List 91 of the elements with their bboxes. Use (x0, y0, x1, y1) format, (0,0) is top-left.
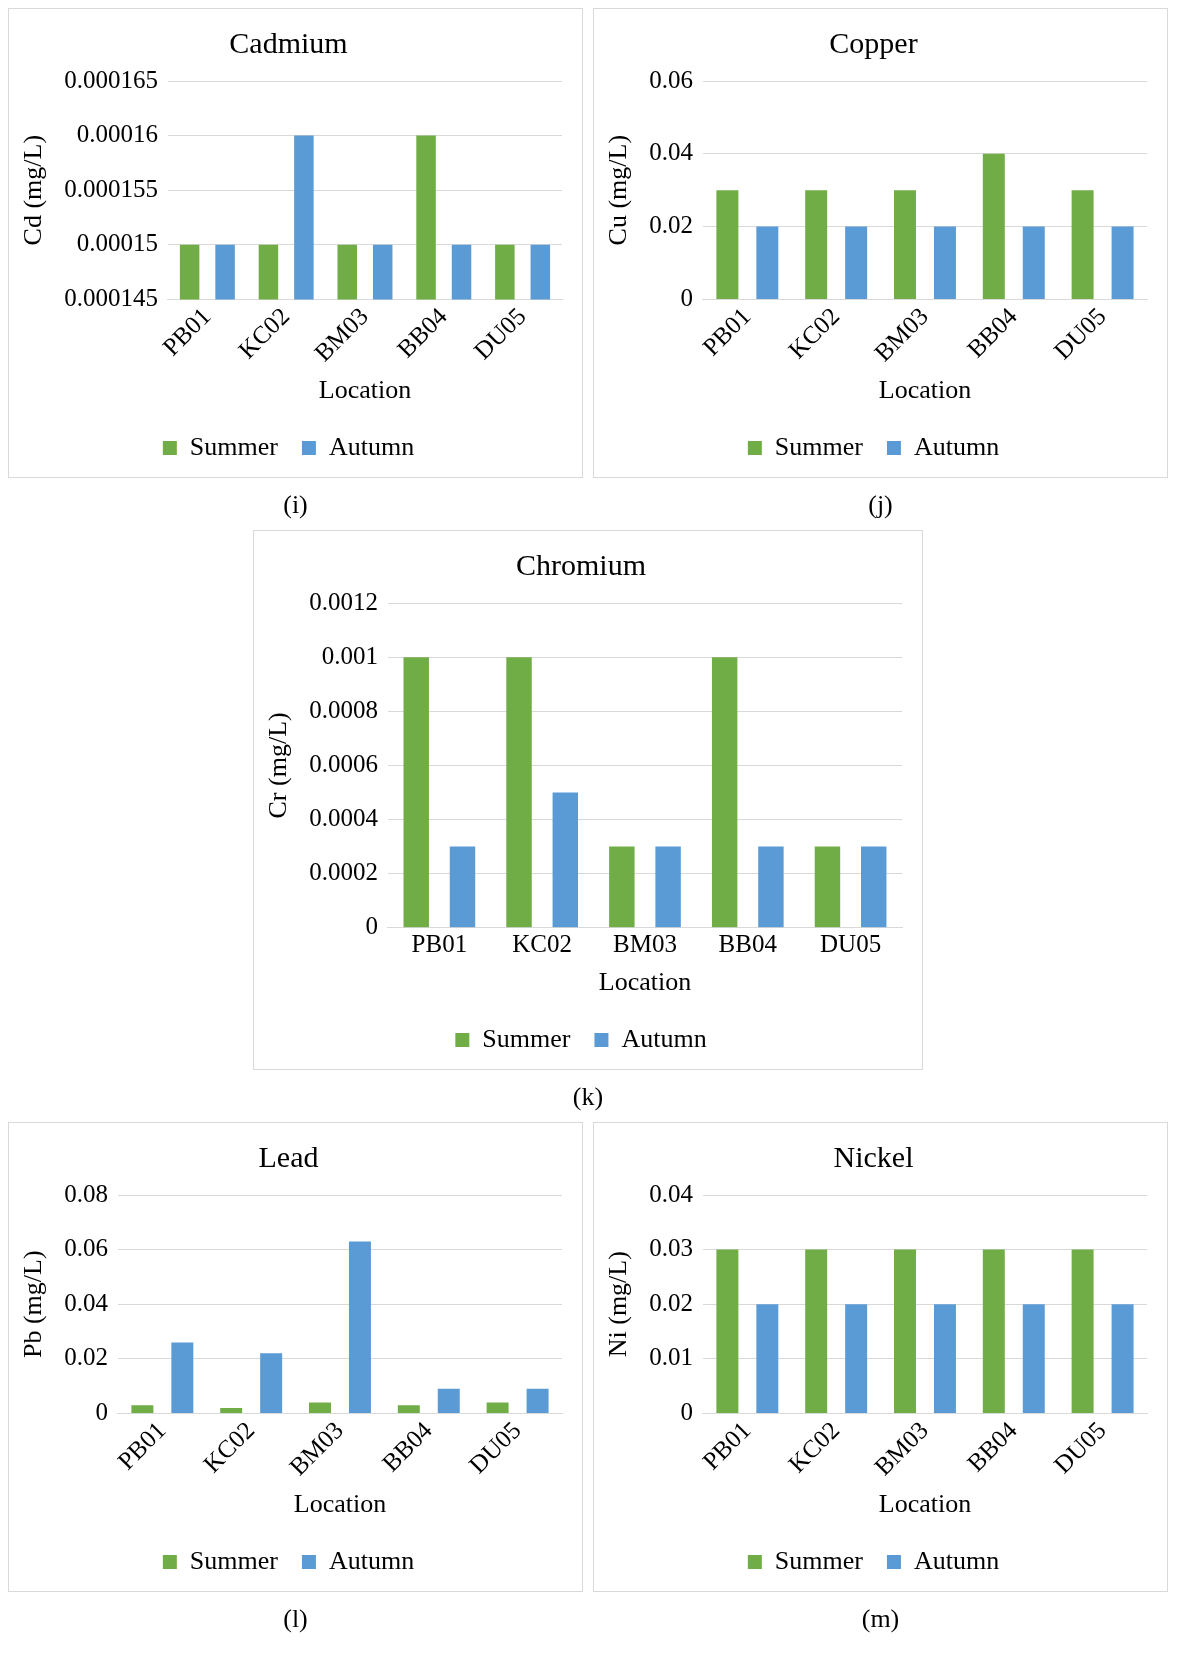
y-tick-label: 0 (680, 283, 693, 311)
bar (1111, 226, 1134, 299)
y-tick-label: 0 (680, 1397, 693, 1425)
bar (711, 657, 738, 928)
y-axis-title: Cr (mg/L) (263, 712, 293, 819)
bar (861, 846, 887, 928)
x-axis-title: Location (878, 375, 972, 405)
y-tick-label: 0.04 (64, 1288, 109, 1316)
bar (758, 846, 784, 928)
x-axis-title: Location (293, 1489, 387, 1519)
legend-label: Autumn (913, 431, 1000, 461)
y-tick-label: 0.000145 (64, 283, 158, 311)
y-tick-label: 0.04 (649, 138, 694, 166)
bar (403, 657, 429, 928)
y-tick-label: 0.000165 (64, 65, 158, 93)
bar (526, 1388, 549, 1413)
y-tick-label: 0.00016 (76, 120, 158, 148)
bar (655, 846, 681, 928)
bar (449, 846, 476, 928)
bar (348, 1241, 371, 1413)
x-axis-title: Location (318, 375, 412, 405)
x-tick-label: BB04 (718, 930, 778, 958)
y-axis-title: Cu (mg/L) (603, 134, 633, 246)
legend-label: Autumn (328, 431, 415, 461)
bar (309, 1402, 331, 1413)
y-tick-label: 0.0008 (309, 695, 378, 723)
y-tick-label: 0.01 (649, 1343, 693, 1371)
legend-label: Autumn (913, 1545, 1000, 1575)
y-tick-label: 0.06 (64, 1234, 108, 1262)
bar (220, 1407, 243, 1413)
bar (805, 190, 828, 299)
text: (l) (283, 1604, 308, 1634)
bar (131, 1405, 154, 1413)
x-axis-title: Location (878, 1489, 972, 1519)
text: (j) (868, 490, 893, 520)
bar (933, 226, 956, 299)
bar (814, 846, 841, 928)
bar (609, 846, 635, 928)
x-tick-label: DU05 (820, 930, 882, 958)
chart-title: Nickel (833, 1139, 914, 1173)
legend-label: Summer (774, 431, 864, 461)
y-tick-label: 0.02 (649, 211, 693, 239)
y-tick-label: 0.06 (649, 65, 693, 93)
y-axis-title: Cd (mg/L) (18, 134, 48, 246)
bar (1071, 190, 1094, 299)
y-tick-label: 0 (365, 912, 378, 940)
chart-title: Copper (829, 25, 918, 59)
bar (716, 190, 739, 299)
bar (845, 226, 868, 299)
y-tick-label: 0.0012 (309, 587, 378, 615)
bar (486, 1402, 509, 1413)
bar (260, 1353, 283, 1413)
x-axis-title: Location (598, 967, 692, 997)
bar (1022, 226, 1045, 299)
y-tick-label: 0.0004 (309, 804, 379, 832)
bar (894, 190, 916, 299)
y-axis-title: Pb (mg/L) (18, 1250, 48, 1358)
y-tick-label: 0 (95, 1397, 108, 1425)
y-tick-label: 0.001 (321, 641, 378, 669)
y-tick-label: 0.00015 (76, 229, 158, 257)
bar (756, 226, 779, 299)
y-tick-label: 0.000155 (64, 174, 158, 202)
y-tick-label: 0.02 (649, 1288, 693, 1316)
y-tick-label: 0.0002 (309, 858, 378, 886)
chart-title: Lead (258, 1139, 319, 1173)
legend-label: Autumn (328, 1545, 415, 1575)
bar (982, 153, 1005, 299)
y-tick-label: 0.02 (64, 1343, 108, 1371)
x-tick-label: BM03 (613, 930, 677, 958)
y-tick-label: 0.03 (649, 1234, 693, 1262)
legend-label: Summer (482, 1023, 571, 1053)
chart-title: Cadmium (229, 25, 348, 59)
y-tick-label: 0.0006 (309, 749, 378, 777)
bar (171, 1342, 194, 1413)
bar (506, 657, 532, 928)
bar (437, 1388, 460, 1413)
bar (552, 792, 579, 928)
legend-label: Autumn (621, 1023, 707, 1053)
x-tick-label: KC02 (512, 930, 573, 958)
legend-label: Summer (774, 1545, 864, 1575)
legend-label: Summer (189, 1545, 279, 1575)
text: (m) (861, 1604, 900, 1634)
y-axis-title: Ni (mg/L) (603, 1251, 633, 1358)
text: (k) (572, 1082, 604, 1112)
y-tick-label: 0.08 (64, 1179, 108, 1207)
chart-title: Chromium (515, 547, 647, 581)
x-tick-label: PB01 (411, 930, 468, 958)
bar (397, 1405, 420, 1413)
text: (i) (283, 490, 308, 520)
legend-label: Summer (189, 431, 279, 461)
y-tick-label: 0.04 (649, 1179, 694, 1207)
